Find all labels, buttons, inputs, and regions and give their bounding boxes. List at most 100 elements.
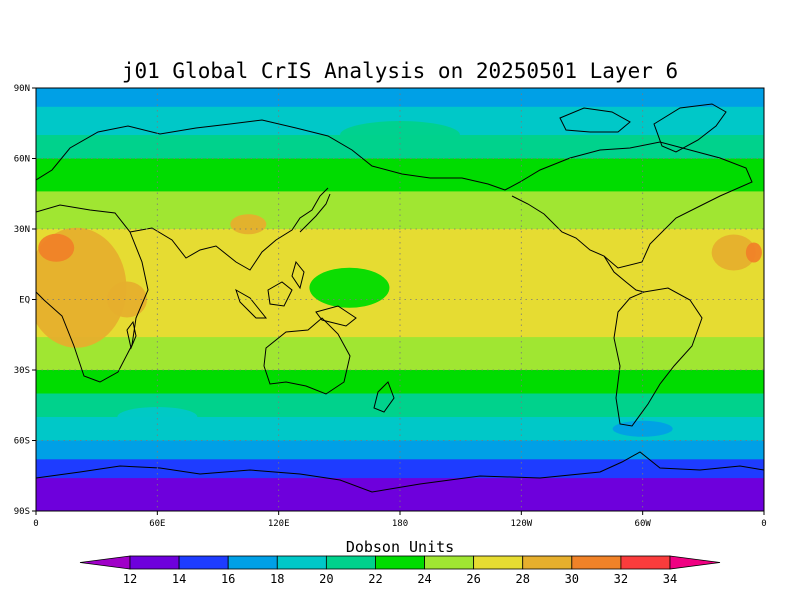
ozone-band (36, 496, 764, 503)
colorbar-label: 32 (614, 572, 628, 586)
ozone-band (36, 285, 764, 291)
ozone-band (36, 501, 764, 507)
ozone-band (36, 464, 764, 470)
coastline-arctic-islands (559, 107, 631, 133)
ozone-band (36, 440, 764, 446)
ozone-band (36, 431, 764, 437)
ozone-band (36, 304, 764, 310)
coastline-eurasia (36, 119, 506, 191)
colorbar-label: 22 (368, 572, 382, 586)
longitude-ticks: 0 60E 120E 180 120W 60W 0 (33, 511, 767, 529)
ozone-anomaly (309, 267, 390, 308)
colorbar-label: 30 (565, 572, 579, 586)
ozone-band (36, 313, 764, 319)
ozone-band (36, 337, 764, 343)
ozone-band (36, 172, 764, 178)
colorbar-label: 20 (319, 572, 333, 586)
colorbar-swatch (424, 555, 475, 570)
colorbar-swatch (473, 555, 524, 570)
ozone-anomaly (745, 242, 762, 263)
lat-tick-label: 90N (14, 84, 30, 94)
lat-tick-label: EQ (19, 296, 30, 306)
lon-tick-label: 180 (392, 519, 408, 529)
ozone-band (36, 398, 764, 404)
ozone-band (36, 299, 764, 305)
ozone-band (36, 252, 764, 258)
colorbar-label: 12 (123, 572, 137, 586)
ozone-band (36, 266, 764, 272)
graticule (36, 88, 764, 511)
colorbar-swatch (522, 555, 573, 570)
lon-tick-label: 60W (635, 519, 652, 529)
lat-tick-label: 60N (14, 155, 30, 165)
coastline-sumatra (235, 288, 268, 319)
ozone-band (36, 341, 764, 348)
ozone-band (36, 412, 764, 418)
ozone-band (36, 219, 764, 225)
lat-tick-label: 60S (14, 437, 30, 447)
ozone-band (36, 238, 764, 244)
coastline-new-zealand (373, 381, 395, 413)
coastline-philippines (291, 260, 305, 290)
ozone-band (36, 346, 764, 352)
ozone-anomaly (711, 234, 756, 271)
ozone-band (36, 506, 764, 511)
ozone-blobs (36, 121, 762, 437)
ozone-band (36, 459, 764, 465)
ozone-band (36, 351, 764, 357)
ozone-band (36, 210, 764, 216)
coastline-greenland (653, 103, 727, 153)
latitude-ticks: 90N 60N 30N EQ 30S 60S 90S (14, 84, 36, 517)
ozone-anomaly (117, 407, 198, 427)
ozone-band (36, 276, 764, 282)
colorbar-swatch (276, 555, 327, 570)
coastline-antarctica (36, 451, 764, 493)
coastline-central-america (603, 255, 645, 293)
coastline-asia-south (129, 187, 329, 271)
ozone-band (36, 177, 764, 183)
colorbar-label: 24 (417, 572, 431, 586)
ozone-band (36, 186, 764, 192)
ozone-band (36, 365, 764, 371)
ozone-band (36, 214, 764, 221)
ozone-band (36, 233, 764, 239)
ozone-band (36, 200, 764, 207)
colorbar-label: 26 (466, 572, 480, 586)
coastline-africa (36, 204, 149, 383)
colorbar: 12 14 16 18 20 22 24 26 28 30 32 34 (79, 555, 721, 586)
colorbar-label: 14 (172, 572, 186, 586)
ozone-anomaly (340, 121, 460, 149)
ozone-band (36, 445, 764, 451)
coastline-south-america (613, 287, 703, 427)
lon-tick-label: 120E (268, 519, 290, 529)
colorbar-label: 34 (663, 572, 677, 586)
ozone-anomaly (107, 281, 147, 318)
coastline-north-america (504, 141, 753, 269)
coastline-madagascar (126, 320, 137, 350)
ozone-anomaly (230, 214, 267, 235)
ozone-band (36, 384, 764, 390)
ozone-band (36, 468, 764, 474)
ozone-band (36, 182, 764, 188)
ozone-band (36, 280, 764, 286)
map-field (36, 88, 764, 511)
ozone-band (36, 492, 764, 498)
ozone-band (36, 116, 764, 122)
colorbar-label: 28 (516, 572, 530, 586)
lat-tick-label: 90S (14, 507, 30, 517)
lat-tick-label: 30S (14, 366, 30, 376)
ozone-band (36, 407, 764, 413)
ozone-band (36, 88, 764, 94)
coastline-japan (299, 193, 331, 233)
ozone-band (36, 243, 764, 249)
colorbar-swatch (129, 555, 180, 570)
coastlines (36, 103, 764, 493)
ozone-band (36, 308, 764, 315)
lon-tick-label: 0 (761, 519, 766, 529)
map-title: j01 Global CrIS Analysis on 20250501 Lay… (122, 59, 678, 83)
ozone-band (36, 149, 764, 155)
ozone-band (36, 205, 764, 211)
colorbar-swatch (178, 555, 229, 570)
lon-tick-label: 60E (149, 519, 165, 529)
